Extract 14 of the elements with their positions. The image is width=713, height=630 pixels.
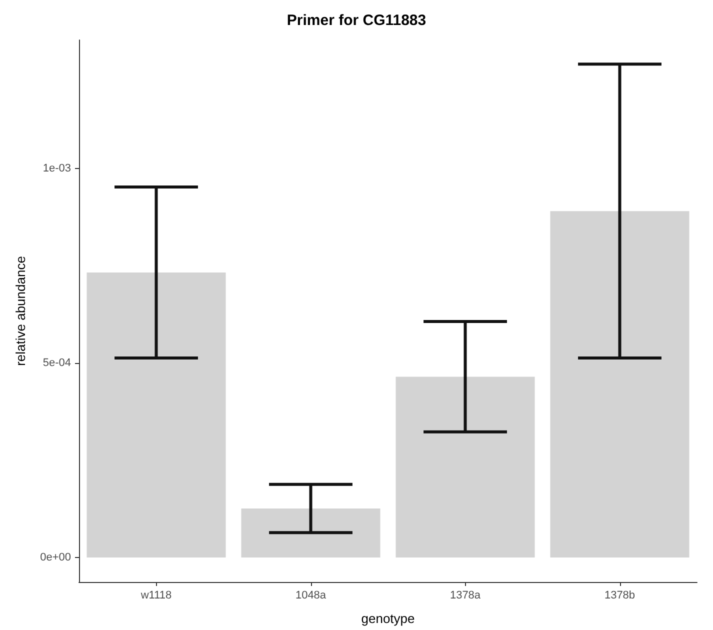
x-tick-label: 1378b	[604, 590, 636, 602]
x-tick-label: w1118	[140, 590, 172, 602]
bar	[396, 376, 535, 558]
y-axis-title: relative abundance	[13, 256, 28, 366]
bar	[86, 272, 226, 558]
x-axis-title: genotype	[361, 611, 415, 626]
x-tick-label: 1378a	[450, 590, 482, 602]
y-tick-label: 5e-04	[42, 357, 71, 370]
bar	[550, 211, 690, 558]
y-tick-label: 1e-03	[42, 162, 71, 175]
x-tick-label: 1048a	[295, 590, 327, 602]
chart-title: Primer for CG11883	[286, 12, 426, 29]
y-tick-label: 0e+00	[40, 552, 71, 564]
bar	[241, 508, 380, 558]
